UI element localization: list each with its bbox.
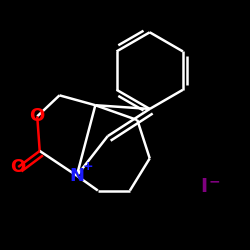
Text: −: − [209,175,220,189]
Text: O: O [30,107,45,125]
Text: I: I [200,177,208,196]
Text: N: N [69,167,84,185]
Text: +: + [82,160,93,173]
Text: O: O [10,158,26,176]
